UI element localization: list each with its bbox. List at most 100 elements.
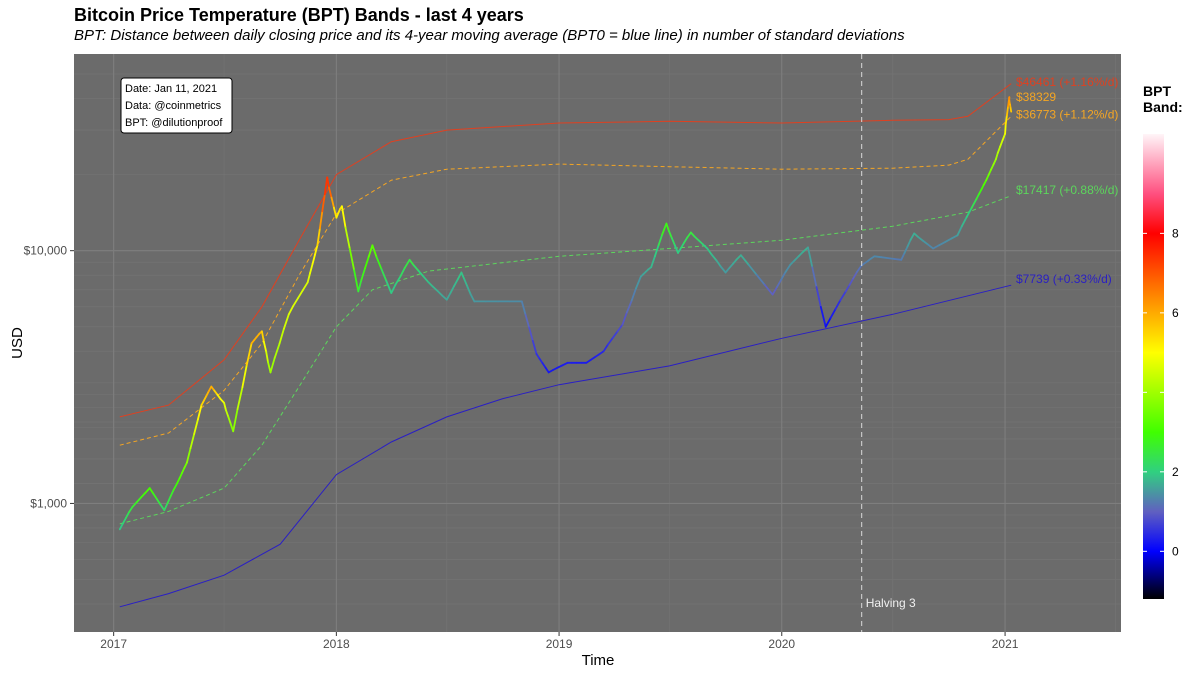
price-segment — [538, 357, 544, 365]
price-segment — [528, 326, 534, 342]
price-segment — [408, 258, 415, 267]
y-tick-label: $1,000 — [30, 496, 67, 510]
series-top-band — [119, 83, 1012, 418]
price-segment — [829, 308, 837, 319]
price-segment — [654, 244, 660, 258]
price-segment — [127, 505, 134, 514]
end-label: $36773 (+1.12%/d) — [1016, 108, 1118, 122]
price-segment — [125, 511, 130, 519]
price-segment — [561, 361, 569, 367]
price-segment — [987, 168, 992, 176]
price-segment — [793, 255, 800, 262]
price-segment — [445, 291, 452, 301]
price-segment — [839, 290, 847, 302]
price-segment — [380, 268, 388, 283]
legend: 0 2 6 8 — [1143, 134, 1179, 599]
info-box-line: Date: Jan 11, 2021 — [125, 83, 217, 95]
end-labels: $46461 (+1.16%/d)$38329 $36773 (+1.12%/d)… — [1016, 75, 1118, 286]
price-segment — [815, 286, 822, 308]
price-segment — [236, 386, 244, 411]
legend-tick-label: 6 — [1172, 306, 1179, 320]
price-segment — [265, 350, 269, 364]
y-axis-label: USD — [9, 327, 26, 359]
x-axis-label: Time — [582, 652, 615, 669]
price-segment — [403, 258, 411, 270]
price-segment — [625, 299, 633, 314]
grid — [74, 54, 1121, 632]
price-segment — [169, 489, 175, 498]
legend-title: BPT Band: — [1143, 83, 1183, 115]
price-segment — [166, 495, 172, 505]
price-segment — [938, 240, 947, 247]
price-segment — [326, 176, 330, 189]
series-bpt0 — [119, 284, 1012, 608]
price-segment — [301, 281, 309, 292]
price-segment — [913, 232, 920, 239]
price-segment — [834, 299, 842, 311]
legend-tick-label: 0 — [1172, 544, 1179, 558]
price-segment — [344, 226, 351, 250]
price-segment — [661, 222, 668, 236]
price-segment — [144, 487, 151, 494]
price-segment — [469, 293, 476, 303]
price-segment — [680, 241, 685, 249]
price-segment — [314, 244, 319, 256]
price-segment — [811, 266, 818, 289]
price-segment — [269, 356, 276, 374]
price-segment — [135, 496, 143, 504]
price-segment — [296, 289, 304, 300]
price-segment — [621, 311, 628, 326]
price-segment — [665, 222, 670, 232]
end-label: $38329 — [1016, 90, 1056, 104]
price-segment — [456, 271, 463, 281]
price-segment — [172, 482, 179, 492]
legend-colorbar — [1143, 134, 1164, 599]
price-segment — [724, 267, 731, 274]
price-segment — [873, 255, 883, 259]
x-tick-label: 2021 — [992, 637, 1019, 651]
price-segment — [371, 244, 378, 259]
price-segment — [364, 255, 370, 270]
price-segment — [183, 461, 188, 469]
price-segment — [616, 323, 624, 333]
end-label: $46461 (+1.16%/d) — [1016, 75, 1118, 89]
legend-tick-label: 8 — [1172, 226, 1179, 240]
price-segment — [784, 263, 792, 274]
price-segment — [1001, 132, 1006, 142]
price-segment — [650, 255, 656, 269]
price-segment — [152, 492, 158, 501]
price-segment — [903, 245, 909, 255]
price-segment — [176, 477, 181, 485]
price-segment — [671, 237, 676, 247]
chart-title: Bitcoin Price Temperature (BPT) Bands - … — [74, 5, 524, 25]
price-segment — [985, 174, 990, 182]
price-segment — [460, 271, 466, 281]
price-segment — [278, 327, 285, 345]
price-segment — [224, 409, 230, 419]
price-segment — [282, 313, 290, 330]
price-segment — [686, 231, 692, 239]
price-segment — [763, 283, 774, 296]
series-green-band — [119, 195, 1012, 525]
price-segment — [995, 151, 999, 161]
price-segment — [227, 416, 232, 426]
price-segment — [693, 235, 700, 242]
price-segment — [556, 364, 564, 369]
x-tick-label: 2018 — [323, 637, 350, 651]
price-segment — [241, 364, 248, 389]
price-segment — [755, 273, 766, 286]
price-segment — [163, 502, 169, 512]
price-segment — [292, 297, 299, 308]
info-box-line: BPT: @dilutionproof — [125, 117, 223, 129]
plot-panel — [74, 54, 1121, 632]
price-segment — [706, 247, 713, 256]
price-segment — [193, 418, 199, 435]
price-segment — [776, 278, 783, 289]
annotation-layer: Halving 3 — [861, 54, 916, 632]
price-segment — [927, 243, 934, 250]
price-segment — [348, 247, 356, 272]
price-segment — [399, 267, 406, 278]
price-segment — [431, 285, 439, 292]
price-segment — [732, 258, 738, 265]
price-segment — [657, 233, 664, 247]
